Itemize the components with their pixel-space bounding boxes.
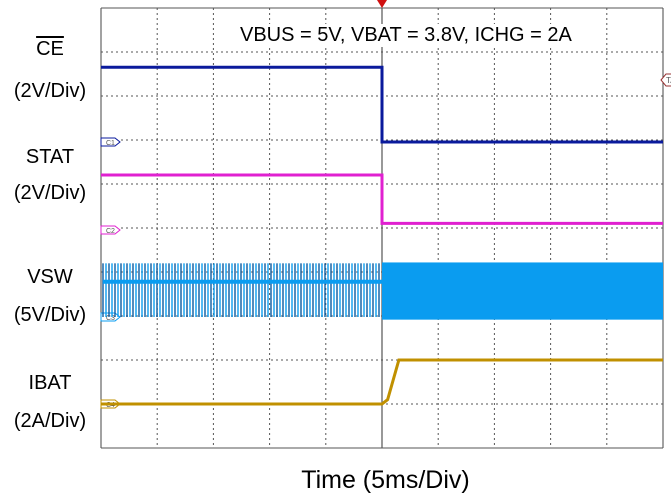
- trace-vsw-after: [382, 262, 663, 320]
- trace-ce: [101, 65, 663, 144]
- trigger-position-icon: [377, 0, 387, 8]
- trigger-level-label: TA: [666, 76, 671, 85]
- channel-marker-c1: [100, 137, 121, 147]
- trace-ibat: [101, 358, 663, 406]
- trace-stat: [101, 173, 663, 225]
- label-ibat: IBAT: [28, 372, 72, 394]
- label-stat-scale: (2V/Div): [13, 182, 87, 204]
- trigger-level-marker: [660, 73, 671, 87]
- label-ce-scale: (2V/Div): [13, 80, 87, 102]
- chart-title: VBUS = 5V, VBAT = 3.8V, ICHG = 2A: [238, 24, 574, 47]
- label-stat: STAT: [25, 146, 75, 168]
- x-axis-label: Time (5ms/Div): [301, 466, 470, 494]
- channel-marker-label: C3: [106, 315, 115, 322]
- label-vsw-scale: (5V/Div): [13, 304, 87, 326]
- label-ce: CE: [36, 38, 64, 60]
- channel-marker-label: C2: [106, 228, 115, 235]
- channel-marker-c2: [100, 225, 121, 235]
- label-vsw: VSW: [27, 266, 73, 288]
- channel-marker-label: C1: [106, 140, 115, 147]
- label-ibat-scale: (2A/Div): [13, 410, 87, 432]
